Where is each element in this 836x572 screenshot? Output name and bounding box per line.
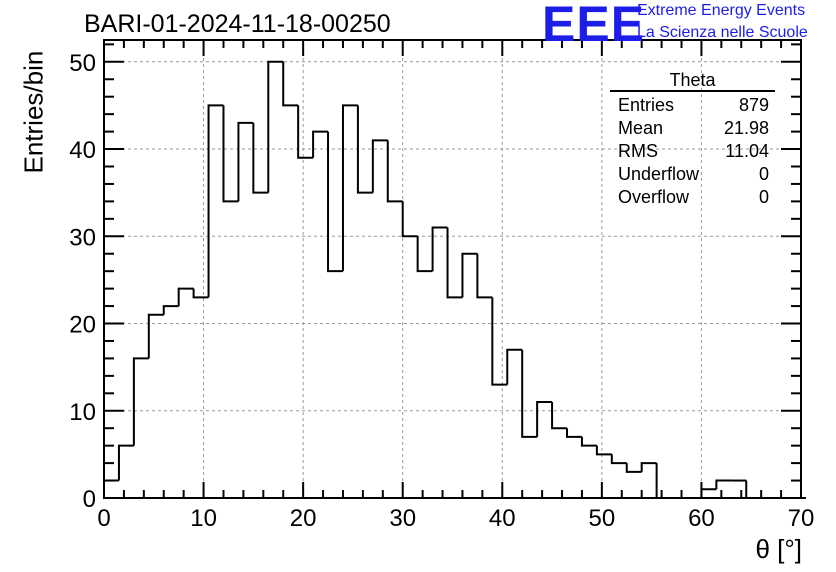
histogram-bin [506, 348, 523, 385]
x-tick-label: 50 [589, 505, 616, 532]
stats-box: Theta Entries 879 Mean 21.98 RMS 11.04 U… [610, 70, 775, 209]
histogram-bin [147, 313, 164, 359]
logo-line-2: La Scienza nelle Scuole [637, 24, 808, 41]
x-tick-label: 10 [190, 505, 217, 532]
stats-value: 0 [758, 187, 769, 207]
histogram-bin [177, 287, 194, 307]
histogram-bin [222, 105, 239, 203]
y-tick-label: 40 [69, 137, 96, 164]
stats-label: Mean [618, 118, 664, 138]
histogram-bin [491, 297, 508, 386]
stats-value: 0 [758, 164, 769, 184]
histogram-bin [117, 444, 134, 481]
histogram-bin [192, 288, 209, 299]
stats-row-underflow: Underflow 0 [610, 163, 775, 186]
eee-logo: EEE [542, 0, 646, 52]
histogram-bin [566, 428, 582, 438]
stats-row-rms: RMS 11.04 [610, 140, 775, 163]
histogram-bin [162, 305, 179, 315]
histogram-bin [461, 252, 478, 298]
histogram-bin [431, 226, 448, 272]
histogram-bin [386, 140, 403, 203]
histogram-bin [207, 104, 224, 298]
y-axis-label: Entries/bin [18, 50, 49, 174]
grid-lines [104, 40, 801, 498]
plot-frame [103, 39, 802, 499]
stats-label: Underflow [618, 164, 700, 184]
histogram-bin [745, 480, 762, 499]
stats-label: RMS [618, 141, 658, 161]
histogram-bin [551, 402, 568, 430]
histogram-bin [356, 105, 373, 194]
histogram-bin [282, 61, 299, 107]
x-tick-label: 40 [489, 505, 516, 532]
axis-ticks [103, 40, 802, 499]
histogram-bin [476, 253, 493, 299]
histogram-bin [252, 122, 269, 194]
histogram-bin [610, 454, 627, 465]
stats-value: 11.04 [725, 141, 769, 161]
histogram-bin [267, 60, 284, 193]
logo-line-1: Extreme Energy Events [637, 2, 806, 19]
stats-row-overflow: Overflow 0 [610, 186, 775, 209]
stats-row-entries: Entries 879 [610, 94, 775, 117]
x-tick-label: 20 [290, 505, 317, 532]
tick-labels: 0 10 20 30 40 50 60 70 0 10 20 30 40 50 [69, 50, 814, 532]
stats-label: Entries [618, 95, 675, 115]
histogram-bin [595, 445, 612, 456]
histogram-bin [341, 104, 358, 272]
histogram-bin [371, 139, 388, 193]
y-tick-label: 0 [83, 486, 96, 513]
histogram-bin [312, 130, 329, 158]
histogram-bin [401, 201, 418, 238]
histogram-bin [103, 479, 119, 498]
y-tick-label: 10 [69, 399, 96, 426]
x-tick-label: 70 [788, 505, 815, 532]
stats-box-title: Theta [610, 70, 775, 92]
x-tick-label: 30 [389, 505, 416, 532]
histogram-bin [715, 479, 732, 490]
histogram-bin [132, 357, 149, 446]
histogram-bin [640, 462, 657, 472]
stats-row-mean: Mean 21.98 [610, 117, 775, 140]
x-axis-label: θ [°] [755, 534, 802, 564]
y-tick-label: 20 [69, 312, 96, 339]
histogram-bin [327, 131, 343, 273]
histogram-bin [297, 105, 314, 159]
histogram-bin [536, 401, 553, 437]
histogram-bin [446, 227, 463, 299]
stats-value: 879 [738, 95, 769, 115]
histogram-bars [103, 60, 806, 499]
histogram-bin [521, 349, 538, 438]
stats-label: Overflow [618, 187, 690, 207]
x-tick-label: 60 [688, 505, 715, 532]
y-tick-label: 30 [69, 224, 96, 251]
histogram-bin [625, 463, 642, 473]
x-tick-label: 0 [97, 505, 110, 532]
histogram-bin [580, 436, 597, 447]
histogram-bin [416, 236, 433, 273]
histogram-bin [237, 121, 254, 202]
y-tick-label: 50 [69, 50, 96, 77]
histogram-bin [700, 488, 717, 498]
stats-value: 21.98 [723, 118, 769, 138]
histogram-bin [655, 463, 672, 499]
chart-title: BARI-01-2024-11-18-00250 [84, 10, 391, 38]
